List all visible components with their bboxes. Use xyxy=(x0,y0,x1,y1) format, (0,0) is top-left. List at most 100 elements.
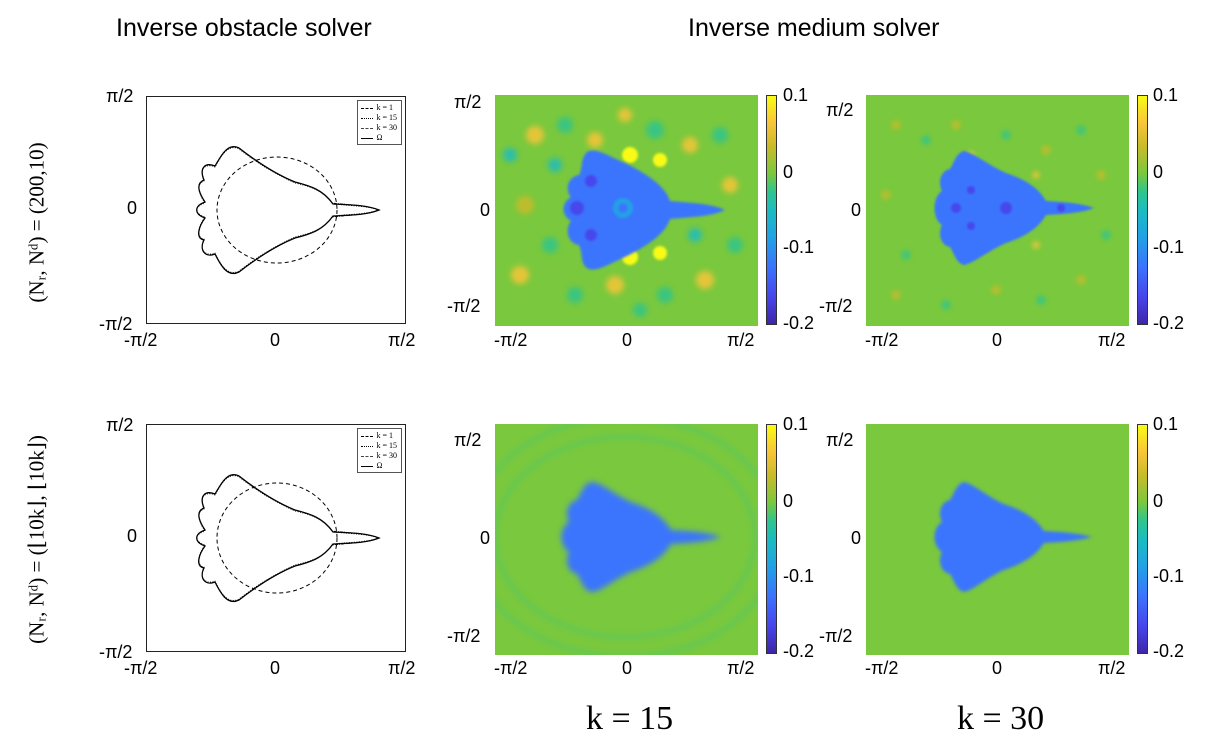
cbar-tick-top: 0.1 xyxy=(783,85,809,105)
y-tick-top: π/2 xyxy=(454,92,482,112)
x-tick-right: π/2 xyxy=(388,658,416,678)
y-tick-top: π/2 xyxy=(106,415,134,435)
x-tick-left: -π/2 xyxy=(494,658,528,678)
cbar-tick-top: 0.1 xyxy=(783,414,809,434)
y-tick-top: π/2 xyxy=(826,430,854,450)
row-label-1: (Nᵣ, Nᵈ) = (200,10) xyxy=(24,142,49,303)
medium-heatmap-row1-k30 xyxy=(866,95,1129,326)
heatmap-image xyxy=(503,108,743,317)
y-tick-top: π/2 xyxy=(106,86,134,106)
medium-heatmap-row2-k30 xyxy=(866,424,1129,655)
cbar-tick-zero: 0 xyxy=(783,162,794,182)
y-tick-mid: 0 xyxy=(127,526,138,546)
x-tick-left: -π/2 xyxy=(865,658,899,678)
reconstruction-shape xyxy=(934,482,1092,592)
obstacle-legend-row1: k = 1 k = 15 k = 30 Ω xyxy=(357,100,402,145)
y-tick-mid: 0 xyxy=(480,528,491,548)
x-tick-mid: 0 xyxy=(622,658,633,678)
k-label-15: k = 15 xyxy=(586,700,674,737)
heatmap-image xyxy=(495,424,758,655)
x-tick-right: π/2 xyxy=(388,330,416,350)
cbar-tick-neg01: -0.1 xyxy=(1153,237,1185,257)
legend-label: k = 15 xyxy=(376,441,397,450)
cbar-tick-neg01: -0.1 xyxy=(1153,566,1185,586)
colorbar-row2-k15 xyxy=(766,424,777,654)
reconstruction-k1-curve xyxy=(216,156,338,264)
colorbar-row1-k15 xyxy=(766,95,777,325)
x-tick-mid: 0 xyxy=(270,658,281,678)
legend-label: k = 30 xyxy=(376,451,397,460)
x-tick-left: -π/2 xyxy=(865,330,899,350)
cbar-tick-zero: 0 xyxy=(1153,162,1164,182)
legend-swatch xyxy=(361,455,374,457)
y-tick-top: π/2 xyxy=(454,430,482,450)
cbar-tick-neg02: -0.2 xyxy=(1153,641,1185,661)
legend-swatch xyxy=(361,465,374,467)
cbar-tick-top: 0.1 xyxy=(1153,414,1179,434)
y-tick-bot: -π/2 xyxy=(819,626,853,646)
row-label-2: (Nᵣ, Nᵈ) = (⌊10k⌋, ⌊10k⌋) xyxy=(24,435,49,644)
x-tick-left: -π/2 xyxy=(494,330,528,350)
x-tick-mid: 0 xyxy=(270,330,281,350)
legend-entry-k30: k = 30 xyxy=(361,451,397,461)
y-tick-mid: 0 xyxy=(851,200,862,220)
y-tick-mid: 0 xyxy=(480,200,491,220)
colorbar-row1-k30 xyxy=(1137,95,1148,325)
reconstruction-k30-curve xyxy=(196,474,379,602)
legend-swatch xyxy=(361,445,374,447)
reconstruction-shape xyxy=(934,151,1094,265)
true-obstacle-curve xyxy=(196,146,381,275)
legend-label: k = 1 xyxy=(376,103,393,112)
cbar-tick-neg01: -0.1 xyxy=(783,566,815,586)
legend-swatch xyxy=(361,117,374,119)
legend-label: k = 30 xyxy=(376,123,397,132)
reconstruction-k1-curve xyxy=(216,482,338,594)
legend-entry-k15: k = 15 xyxy=(361,441,397,451)
y-tick-top: π/2 xyxy=(826,100,854,120)
y-tick-bot: -π/2 xyxy=(819,296,853,316)
legend-label: k = 1 xyxy=(376,431,393,440)
reconstruction-shape xyxy=(563,150,725,270)
y-tick-mid: 0 xyxy=(127,198,138,218)
legend-entry-omega: Ω xyxy=(361,133,397,143)
cbar-tick-top: 0.1 xyxy=(1153,85,1179,105)
y-tick-bot: -π/2 xyxy=(99,642,133,662)
cbar-tick-neg01: -0.1 xyxy=(783,237,815,257)
colorbar-row2-k30 xyxy=(1137,424,1148,654)
reconstruction-shape xyxy=(561,482,721,592)
legend-swatch xyxy=(361,137,374,139)
legend-swatch xyxy=(361,435,374,437)
legend-swatch xyxy=(361,107,374,109)
reconstruction-k15-curve xyxy=(196,475,381,601)
obstacle-plot-row1: k = 1 k = 15 k = 30 Ω xyxy=(146,96,406,324)
y-tick-mid: 0 xyxy=(851,528,862,548)
x-tick-right: π/2 xyxy=(727,658,755,678)
heatmap-image xyxy=(934,482,1092,592)
cbar-tick-zero: 0 xyxy=(1153,491,1164,511)
medium-solver-heading: Inverse medium solver xyxy=(688,14,940,42)
obstacle-solver-heading: Inverse obstacle solver xyxy=(116,14,372,42)
legend-entry-omega: Ω xyxy=(361,461,397,471)
x-tick-left: -π/2 xyxy=(124,330,158,350)
x-tick-left: -π/2 xyxy=(124,658,158,678)
cbar-tick-neg02: -0.2 xyxy=(783,313,815,333)
cbar-tick-neg02: -0.2 xyxy=(783,641,815,661)
legend-label: k = 15 xyxy=(376,113,397,122)
legend-entry-k1: k = 1 xyxy=(361,103,397,113)
legend-label: Ω xyxy=(376,133,383,142)
y-tick-bot: -π/2 xyxy=(99,314,133,334)
legend-swatch xyxy=(361,127,374,129)
obstacle-curves-row1 xyxy=(196,146,381,275)
medium-heatmap-row2-k15 xyxy=(495,424,758,655)
legend-label: Ω xyxy=(376,461,383,470)
legend-entry-k30: k = 30 xyxy=(361,123,397,133)
medium-heatmap-row1-k15 xyxy=(495,95,758,326)
x-tick-mid: 0 xyxy=(992,330,1003,350)
obstacle-legend-row2: k = 1 k = 15 k = 30 Ω xyxy=(357,428,402,473)
x-tick-right: π/2 xyxy=(727,330,755,350)
y-tick-bot: -π/2 xyxy=(447,296,481,316)
x-tick-right: π/2 xyxy=(1098,658,1126,678)
reconstruction-k30-curve xyxy=(196,146,379,274)
y-tick-bot: -π/2 xyxy=(447,626,481,646)
x-tick-right: π/2 xyxy=(1098,330,1126,350)
